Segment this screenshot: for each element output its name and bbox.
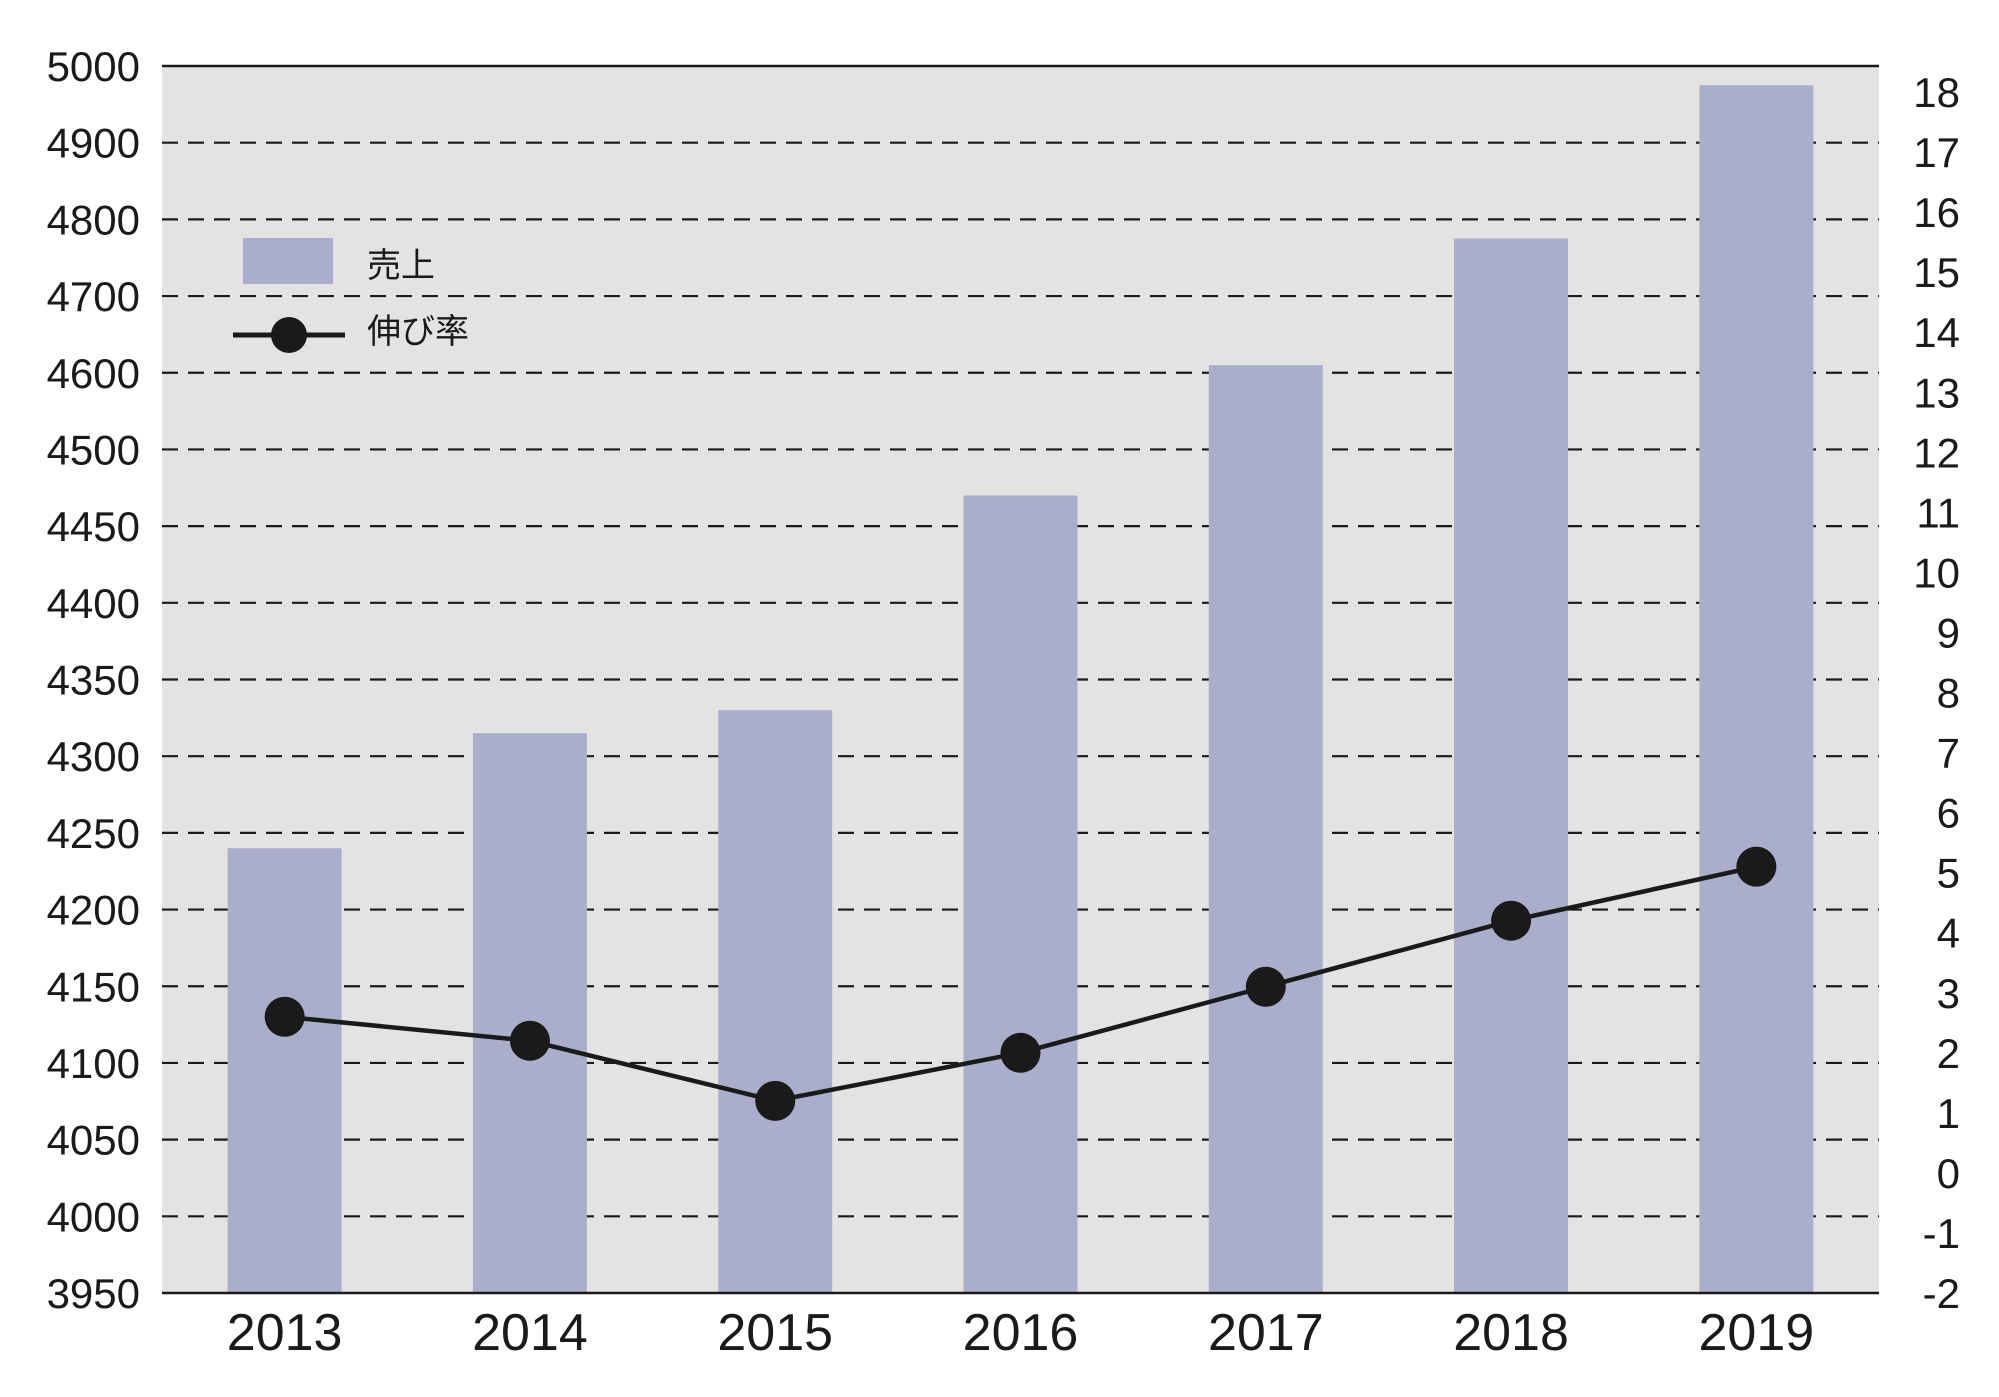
left-tick-label: 4300 bbox=[47, 733, 140, 780]
legend-bar-swatch bbox=[243, 238, 333, 284]
left-tick-label: 4700 bbox=[47, 273, 140, 320]
bar-2015 bbox=[718, 710, 833, 1293]
left-tick-label: 4000 bbox=[47, 1193, 140, 1240]
right-tick-label: 1 bbox=[1937, 1090, 1960, 1137]
left-tick-label: 4100 bbox=[47, 1040, 140, 1087]
growth-point-2017 bbox=[1245, 966, 1286, 1007]
right-tick-label: 15 bbox=[1913, 249, 1960, 296]
x-tick-label: 2014 bbox=[472, 1304, 588, 1362]
bar-2017 bbox=[1208, 365, 1323, 1293]
bars bbox=[227, 85, 1814, 1293]
left-tick-label: 4600 bbox=[47, 350, 140, 397]
left-tick-label: 4350 bbox=[47, 657, 140, 704]
right-tick-label: -1 bbox=[1923, 1210, 1960, 1257]
right-tick-label: 8 bbox=[1937, 670, 1960, 717]
x-tick-label: 2018 bbox=[1453, 1304, 1569, 1362]
left-tick-label: 4500 bbox=[47, 426, 140, 473]
x-tick-label: 2016 bbox=[963, 1304, 1079, 1362]
right-tick-label: 13 bbox=[1913, 369, 1960, 416]
right-tick-label: 2 bbox=[1937, 1030, 1960, 1077]
left-tick-label: 5000 bbox=[47, 43, 140, 90]
right-tick-label: 10 bbox=[1913, 549, 1960, 596]
left-tick-label: 4800 bbox=[47, 196, 140, 243]
x-axis-ticks: 2013 2014 2015 2016 2017 2018 2019 bbox=[227, 1304, 1814, 1362]
legend-bar-label: 売上 bbox=[367, 246, 435, 286]
left-tick-label: 4900 bbox=[47, 120, 140, 167]
legend: 売上 伸び率 bbox=[233, 238, 469, 353]
growth-line bbox=[264, 846, 1777, 1121]
legend-line-marker bbox=[271, 317, 307, 353]
right-tick-label: 3 bbox=[1937, 970, 1960, 1017]
right-tick-label: 7 bbox=[1937, 730, 1960, 777]
x-tick-label: 2013 bbox=[227, 1304, 343, 1362]
right-tick-label: 17 bbox=[1913, 129, 1960, 176]
right-tick-label: -2 bbox=[1923, 1270, 1960, 1317]
right-tick-label: 9 bbox=[1937, 609, 1960, 656]
bar-2013 bbox=[227, 848, 342, 1293]
plot-axes bbox=[162, 64, 1879, 1295]
growth-point-2013 bbox=[264, 996, 305, 1037]
left-tick-label: 4050 bbox=[47, 1117, 140, 1164]
x-tick-label: 2019 bbox=[1699, 1304, 1815, 1362]
growth-point-2019 bbox=[1736, 846, 1777, 887]
growth-point-2015 bbox=[755, 1080, 796, 1121]
right-tick-label: 11 bbox=[1916, 489, 1960, 536]
right-tick-label: 12 bbox=[1913, 429, 1960, 476]
right-tick-label: 4 bbox=[1937, 910, 1960, 957]
right-tick-label: 5 bbox=[1937, 850, 1960, 897]
left-tick-label: 3950 bbox=[47, 1270, 140, 1317]
left-tick-label: 4200 bbox=[47, 887, 140, 934]
bar-2018 bbox=[1454, 238, 1569, 1293]
right-tick-label: 0 bbox=[1937, 1150, 1960, 1197]
left-tick-label: 4400 bbox=[47, 580, 140, 627]
right-tick-label: 14 bbox=[1913, 309, 1960, 356]
growth-point-2016 bbox=[1000, 1032, 1041, 1073]
left-tick-label: 4250 bbox=[47, 810, 140, 857]
left-axis-ticks: 3950 4000 4050 4100 4150 4200 4250 4300 4350 4400… bbox=[47, 43, 140, 1317]
left-tick-label: 4150 bbox=[47, 963, 140, 1010]
left-tick-label: 4450 bbox=[47, 503, 140, 550]
right-tick-label: 16 bbox=[1913, 189, 1960, 236]
bar-2019 bbox=[1699, 85, 1814, 1293]
right-tick-label: 6 bbox=[1937, 790, 1960, 837]
x-tick-label: 2017 bbox=[1208, 1304, 1324, 1362]
bar-2016 bbox=[963, 495, 1078, 1293]
legend-line-label: 伸び率 bbox=[367, 312, 469, 352]
x-tick-label: 2015 bbox=[717, 1304, 833, 1362]
right-tick-label: 18 bbox=[1913, 69, 1960, 116]
bar-2014 bbox=[472, 733, 587, 1293]
growth-point-2014 bbox=[509, 1020, 550, 1061]
growth-point-2018 bbox=[1491, 900, 1532, 941]
